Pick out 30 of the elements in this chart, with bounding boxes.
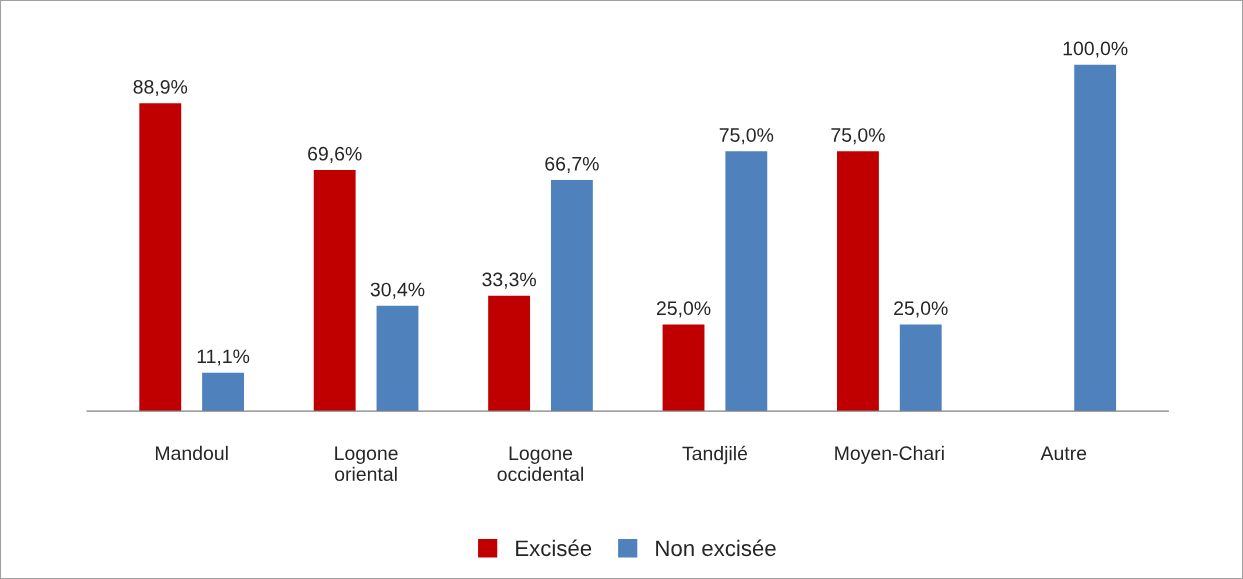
legend-label: Non excisée (656, 539, 776, 557)
data-label: 33,3% (482, 272, 536, 289)
bar (139, 103, 182, 412)
bar (837, 151, 879, 412)
bar (725, 151, 768, 412)
data-label: 100,0% (1063, 41, 1128, 58)
x-tick-label: Mandoul (155, 445, 228, 461)
data-label: 66,7% (545, 156, 599, 173)
bar (488, 295, 531, 412)
x-tick-label: Logone occidental (497, 446, 583, 482)
data-label: 25,0% (894, 301, 948, 318)
data-label: 25,0% (656, 301, 711, 318)
x-tick-label: Moyen-Chari (835, 445, 944, 464)
bar (662, 324, 705, 412)
data-label: 75,0% (719, 128, 774, 145)
legend-label: Excisée (516, 539, 592, 557)
bar (899, 324, 942, 412)
x-tick-label: Tandjilé (682, 445, 748, 465)
data-label: 75,0% (831, 128, 885, 145)
data-label: 30,4% (370, 282, 425, 299)
x-tick-label: Logone oriental (335, 446, 398, 482)
bar (376, 305, 419, 412)
x-tick-label: Autre (1040, 446, 1087, 461)
bar (1074, 64, 1117, 412)
data-label: 11,1% (197, 349, 250, 366)
data-label: 69,6% (308, 146, 362, 163)
bar (550, 180, 593, 412)
bar (313, 170, 356, 412)
bar (202, 372, 244, 412)
data-label: 88,9% (133, 80, 188, 97)
